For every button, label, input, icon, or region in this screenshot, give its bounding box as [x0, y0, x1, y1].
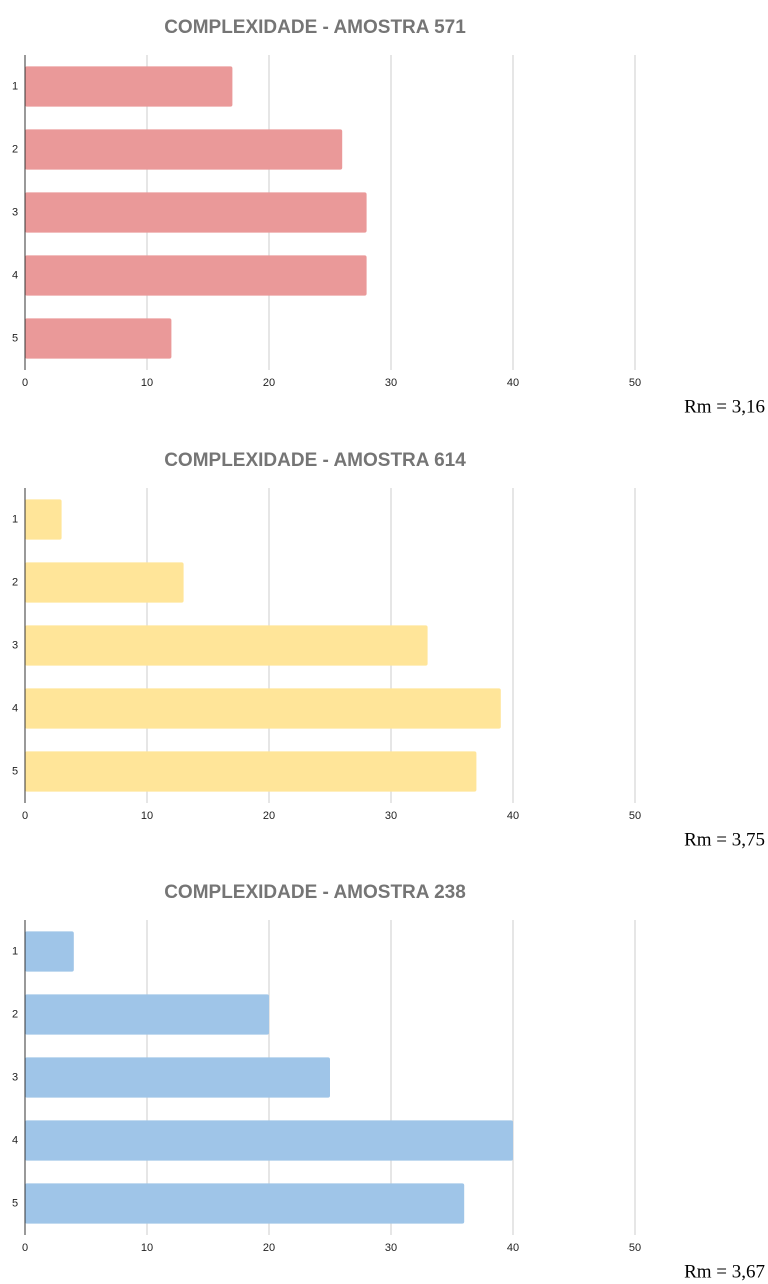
- chart-title: COMPLEXIDADE - AMOSTRA 614: [164, 450, 466, 471]
- x-tick-label: 0: [22, 810, 28, 822]
- y-tick-label: 1: [12, 80, 18, 92]
- y-tick-label: 4: [12, 269, 18, 281]
- bar: [25, 625, 428, 666]
- y-tick-label: 3: [12, 1071, 18, 1083]
- y-tick-label: 4: [12, 1134, 18, 1146]
- x-tick-label: 20: [263, 377, 275, 389]
- annotation: Rm = 3,16: [684, 396, 765, 417]
- x-tick-label: 30: [385, 1242, 397, 1254]
- y-tick-label: 3: [12, 206, 18, 218]
- bar: [25, 931, 74, 972]
- x-tick-label: 10: [141, 810, 153, 822]
- x-tick-label: 0: [22, 377, 28, 389]
- bar: [25, 1183, 465, 1224]
- bar: [25, 192, 367, 233]
- bar: [25, 499, 62, 540]
- x-tick-label: 10: [141, 377, 153, 389]
- bar: [25, 66, 233, 107]
- x-tick-label: 20: [263, 810, 275, 822]
- y-tick-label: 3: [12, 639, 18, 651]
- y-tick-label: 1: [12, 513, 18, 525]
- annotation: Rm = 3,75: [684, 829, 765, 850]
- bar: [25, 255, 367, 296]
- bar: [25, 562, 184, 603]
- y-tick-label: 4: [12, 702, 18, 714]
- bar: [25, 751, 477, 792]
- y-tick-label: 2: [12, 1008, 18, 1020]
- chart-title: COMPLEXIDADE - AMOSTRA 571: [164, 17, 466, 38]
- x-tick-label: 40: [507, 377, 519, 389]
- x-tick-label: 0: [22, 1242, 28, 1254]
- y-tick-label: 5: [12, 332, 18, 344]
- x-tick-label: 50: [629, 810, 641, 822]
- bar: [25, 688, 501, 729]
- x-tick-label: 50: [629, 377, 641, 389]
- bar: [25, 318, 172, 359]
- y-tick-label: 2: [12, 143, 18, 155]
- x-tick-label: 50: [629, 1242, 641, 1254]
- x-tick-label: 30: [385, 377, 397, 389]
- bar: [25, 1120, 513, 1161]
- x-tick-label: 10: [141, 1242, 153, 1254]
- y-tick-label: 5: [12, 765, 18, 777]
- x-tick-label: 40: [507, 1242, 519, 1254]
- y-tick-label: 5: [12, 1197, 18, 1209]
- x-tick-label: 40: [507, 810, 519, 822]
- bar: [25, 129, 343, 170]
- x-tick-label: 20: [263, 1242, 275, 1254]
- y-tick-label: 2: [12, 576, 18, 588]
- y-tick-label: 1: [12, 945, 18, 957]
- annotation: Rm = 3,67: [684, 1261, 765, 1282]
- bar: [25, 1057, 330, 1098]
- x-tick-label: 30: [385, 810, 397, 822]
- bar: [25, 994, 269, 1035]
- chart-title: COMPLEXIDADE - AMOSTRA 238: [164, 882, 466, 903]
